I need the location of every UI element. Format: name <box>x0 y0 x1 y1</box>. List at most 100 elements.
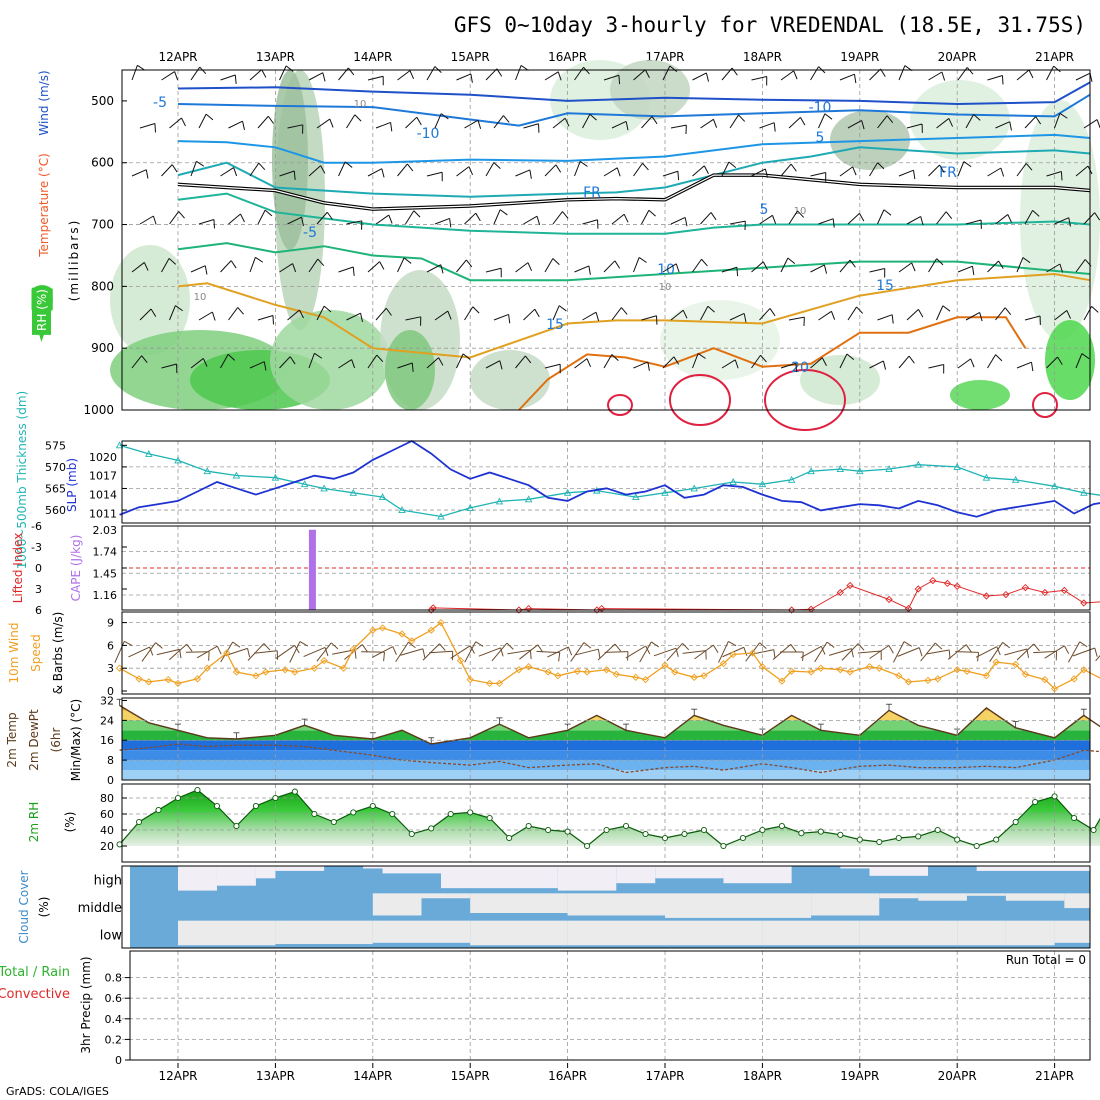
wind-barb-staff <box>975 646 998 658</box>
wind-barb-flag <box>583 66 590 75</box>
wind-barb-staff <box>316 642 332 662</box>
cape-bar <box>308 529 316 610</box>
wind-barb-flag <box>420 316 422 326</box>
wind-barb-staff <box>700 305 709 321</box>
wind-barb-flag <box>883 209 892 216</box>
thickness-axis-label: 1000~500mb Thickness (dm) <box>15 391 29 569</box>
wind-barb-staff <box>141 642 157 662</box>
wind-barb-staff <box>788 117 801 129</box>
wind-barb-staff <box>989 642 1004 662</box>
contour-label: 10 <box>794 206 807 217</box>
wind-barb <box>169 211 185 225</box>
wind-barb-flag <box>701 258 708 267</box>
wind-barb-staff <box>139 308 152 321</box>
temperature-band <box>122 730 1090 741</box>
wind-barb-flag <box>124 640 133 647</box>
wind-barb-staff <box>633 69 646 81</box>
temperature-axis-label: Temperature (°C) <box>37 153 51 258</box>
wind-barb-flag <box>936 258 944 266</box>
time-label-top: 14APR <box>353 50 392 64</box>
thickness-point <box>758 480 767 488</box>
wind-barb <box>666 642 690 661</box>
wind-barb-flag <box>764 168 769 178</box>
wind-barb-staff <box>1072 647 1095 657</box>
rh-point <box>408 830 415 838</box>
thickness-point <box>729 478 737 485</box>
wind-speed-point <box>807 668 815 676</box>
precip-frame <box>129 950 1091 1061</box>
wind-barb-flag <box>651 116 658 125</box>
wind-barb <box>257 115 274 129</box>
wind-barb-staff <box>745 642 761 662</box>
rh-point <box>291 788 298 795</box>
wind-barb-flag <box>230 260 237 269</box>
time-label-top: 12APR <box>158 50 197 64</box>
wind-barb-staff <box>869 268 885 273</box>
wind-barb <box>641 209 656 225</box>
wind-barb-staff <box>114 641 125 663</box>
time-label-bottom: 12APR <box>158 1069 197 1083</box>
wind-speed-point <box>641 675 650 684</box>
wind-barb-staff <box>198 113 207 129</box>
wind-barb-flag <box>324 647 329 657</box>
wind-barb-flag <box>145 169 149 179</box>
wind-barb <box>544 363 561 374</box>
wind-barb-flag <box>979 312 983 322</box>
wind-barb-flag <box>647 361 650 371</box>
wind-barb-staff <box>287 309 300 321</box>
wind-barb <box>1072 647 1098 657</box>
wind-barb-staff <box>346 312 361 321</box>
isotherm-line <box>518 316 1027 411</box>
wind-speed-point <box>252 672 260 680</box>
rh-point <box>642 830 649 838</box>
contour-label: FR <box>583 185 601 201</box>
wind-barb-staff <box>338 266 354 273</box>
wind-barb-flag <box>379 261 385 270</box>
wind-barb-staff <box>1024 315 1041 321</box>
wind-barb-staff <box>544 258 554 273</box>
wind-barb-staff <box>190 161 197 177</box>
wind-barb-staff <box>898 262 912 273</box>
wind-barb <box>515 355 532 369</box>
wind-barb <box>198 311 216 321</box>
rh-point <box>174 794 182 802</box>
wind-barb <box>1024 116 1042 129</box>
wind-barb <box>877 209 892 225</box>
wind-speed-point <box>1050 685 1059 693</box>
wind-barb <box>611 120 629 131</box>
wind-barb-staff <box>257 315 274 321</box>
wind-barb-flag <box>998 260 1004 269</box>
wind-speed-point <box>817 664 825 672</box>
pressure-tick-label: 500 <box>91 94 114 108</box>
wind-barb-flag <box>766 76 768 86</box>
wind-speed-point <box>661 661 669 669</box>
wind-barb-flag <box>317 258 325 267</box>
cloud-clear-segment <box>275 866 325 871</box>
wind-barb-staff <box>1046 171 1062 177</box>
wind-barb <box>308 165 326 177</box>
wind-barb-staff <box>965 219 982 225</box>
wind-barb <box>989 641 1011 662</box>
wind-barb-flag <box>1060 171 1063 181</box>
wind-barb-staff <box>957 358 971 369</box>
rh-axis-label: RH (%) <box>35 289 49 331</box>
wind-barb-staff <box>249 361 265 369</box>
isotherm-line <box>177 133 1091 164</box>
wind-barb-flag <box>645 645 651 655</box>
wind-barb-staff <box>877 314 893 321</box>
wind-barb-flag <box>227 353 236 361</box>
wind-barb <box>574 265 591 275</box>
thickness-point <box>271 473 280 481</box>
wind-barb-flag <box>537 644 544 653</box>
wind-barb <box>225 647 251 658</box>
wind-speed-point <box>145 678 153 686</box>
wind-barb-flag <box>447 310 452 320</box>
rh-point <box>954 836 961 843</box>
wind-barb <box>544 71 562 81</box>
wind-barb-flag <box>793 70 798 80</box>
wind-barb-staff <box>814 641 828 663</box>
wind-barb-staff <box>536 650 560 654</box>
wind-barb-flag <box>586 358 592 368</box>
wind-speed-point <box>408 637 416 645</box>
wind-barb-staff <box>582 219 598 225</box>
